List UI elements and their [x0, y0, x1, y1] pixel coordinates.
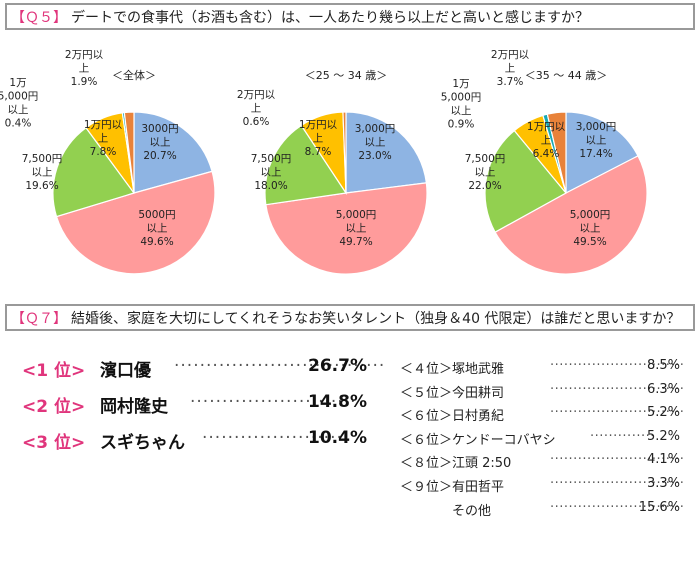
pie-slice — [565, 111, 639, 194]
slice-label: 5,000円以上 49.5% — [570, 209, 611, 248]
q7-question-text: 結婚後、家庭を大切にしてくれそうなお笑いタレント（独身＆40 代限定）は誰だと思… — [71, 310, 681, 327]
pie-chart-3: ＜35 ～ 44 歳＞ 3,000円以上 17.4% 5,000円以上 49.5% 7,5… — [441, 49, 648, 275]
leader-dots: ······················ — [202, 428, 343, 448]
leader-dots: ····························· — [550, 405, 685, 421]
pie-slice — [133, 111, 213, 194]
pie-slice — [52, 126, 135, 218]
percentage: 14.8% — [308, 392, 367, 412]
pie-title: ＜25 ～ 34 歳＞ — [305, 69, 387, 82]
slice-label: 3000円以上 20.7% — [141, 123, 178, 162]
slice-label: 2万円以上 3.7% — [491, 49, 530, 88]
pie-slice — [55, 170, 216, 275]
ranking-row-6a: ＜６位＞日村勇紀 ····························· 5… — [400, 405, 684, 429]
percentage: 5.2% — [646, 428, 680, 444]
pie-title: ＜全体＞ — [112, 68, 156, 82]
slice-label: 1万 5,000円以上 0.4% — [0, 77, 38, 130]
pie-slice — [494, 155, 648, 275]
rank-label: ＜６位＞ケンドーコバヤシ — [400, 432, 556, 448]
slice-label: 7,500円以上 22.0% — [465, 153, 506, 192]
rank-label: <3 位> — [22, 433, 86, 453]
percentage: 15.6% — [638, 499, 680, 515]
ranking-row-9: ＜９位＞有田哲平 ····························· 3… — [400, 475, 684, 500]
percentage: 10.4% — [308, 428, 367, 448]
slice-label: 1万 5,000円以上 0.9% — [441, 78, 482, 131]
slice-label: 2万円以上 0.6% — [237, 89, 276, 128]
q5-number: 【Ｑ５】 — [11, 9, 67, 26]
leader-dots: ·························· — [190, 392, 357, 412]
pie-slice — [123, 111, 135, 194]
percentage: 5.2% — [646, 405, 680, 421]
percentage: 3.3% — [646, 475, 680, 491]
talent-name: スギちゃん — [100, 433, 185, 453]
other-ranking-list: ＜４位＞塚地武雅 ····························· 8… — [400, 358, 684, 524]
talent-name: 濱口優 — [100, 361, 151, 381]
percentage: 6.3% — [646, 381, 680, 397]
q7-number: 【Ｑ７】 — [11, 310, 67, 327]
pie-slice — [264, 124, 348, 206]
slice-label: 5,000円以上 49.7% — [336, 209, 377, 248]
leader-dots: ····························· — [550, 452, 685, 468]
slice-label: 1万円以上 6.4% — [527, 121, 566, 160]
leader-dots: ····························· — [550, 499, 685, 515]
rank-label: ＜４位＞塚地武雅 — [400, 362, 505, 377]
pie-slice — [546, 111, 567, 194]
q5-question-bar: 【Ｑ５】 デートでの食事代（お酒も含む）は、一人あたり幾ら以上だと高いと感じます… — [5, 3, 695, 30]
pie-slice — [265, 182, 428, 275]
slice-label: 3,000円以上 17.4% — [576, 121, 617, 160]
slice-label: 3,000円以上 23.0% — [355, 123, 396, 162]
leader-dots: ·············· — [590, 428, 655, 444]
rank-label: ＜５位＞今田耕司 — [400, 385, 505, 401]
percentage: 26.7% — [308, 356, 367, 376]
rank-label: ＜９位＞有田哲平 — [400, 479, 505, 495]
rank-label: <1 位> — [22, 361, 86, 381]
rank-label: ＜８位＞江頭 2:50 — [400, 456, 512, 472]
pie-chart-1: ＜全体＞ 3000円以上 20.7% 5000円以上 49.6% 7,500円以上 19.6… — [0, 49, 216, 275]
ranking-row-4: ＜４位＞塚地武雅 ····························· 8… — [400, 358, 684, 382]
ranking-row-6b: ＜６位＞ケンドーコバヤシ ·············· 5.2% — [400, 429, 680, 453]
ranking-row-2: <2 位> 岡村隆史 ·························· 14… — [22, 392, 367, 428]
pie-charts: ＜全体＞ 3000円以上 20.7% 5000円以上 49.6% 7,500円以上 19.6… — [0, 49, 648, 275]
ranking-row-1: <1 位> 濱口優 ······························… — [22, 356, 384, 392]
ranking-row-other: その他 ····························· 15.6% — [400, 499, 684, 524]
percentage: 4.1% — [646, 452, 680, 468]
leader-dots: ································· — [174, 356, 386, 376]
rank-label: ＜６位＞日村勇紀 — [400, 409, 505, 425]
slice-label: 7,500円以上 19.6% — [22, 153, 63, 192]
leader-dots: ····························· — [550, 381, 685, 397]
slice-label: 1万円以上 8.7% — [299, 119, 338, 158]
leader-dots: ····························· — [550, 475, 685, 491]
slice-label: 7,500円以上 18.0% — [251, 153, 292, 192]
rank-label: その他 — [400, 503, 492, 519]
q7-question-bar: 【Ｑ７】 結婚後、家庭を大切にしてくれそうなお笑いタレント（独身＆40 代限定）… — [5, 304, 695, 331]
ranking-row-5: ＜５位＞今田耕司 ····························· 6… — [400, 381, 684, 406]
slice-label: 5000円以上 49.6% — [138, 209, 175, 248]
slice-label: 2万円以上 1.9% — [65, 49, 104, 88]
percentage: 8.5% — [646, 358, 680, 373]
pie-title: ＜35 ～ 44 歳＞ — [525, 69, 607, 82]
pie-slice — [484, 129, 567, 233]
leader-dots: ····························· — [550, 358, 685, 373]
q5-question-text: デートでの食事代（お酒も含む）は、一人あたり幾ら以上だと高いと感じますか？ — [71, 9, 589, 26]
pie-slice — [342, 111, 347, 194]
ranking-row-8: ＜８位＞江頭 2:50 ····························… — [400, 452, 684, 476]
pie-chart-2: ＜25 ～ 34 歳＞ 3,000円以上 23.0% 5,000円以上 49.7% 7,5… — [237, 69, 428, 275]
ranking-row-3: <3 位> スギちゃん ······················ 10.4% — [22, 428, 367, 464]
slice-label: 1万円以上 7.8% — [84, 119, 123, 158]
pie-slice — [345, 111, 428, 194]
top-ranking-list: <1 位> 濱口優 ······························… — [22, 356, 384, 464]
talent-name: 岡村隆史 — [100, 397, 168, 417]
rank-label: <2 位> — [22, 397, 86, 417]
